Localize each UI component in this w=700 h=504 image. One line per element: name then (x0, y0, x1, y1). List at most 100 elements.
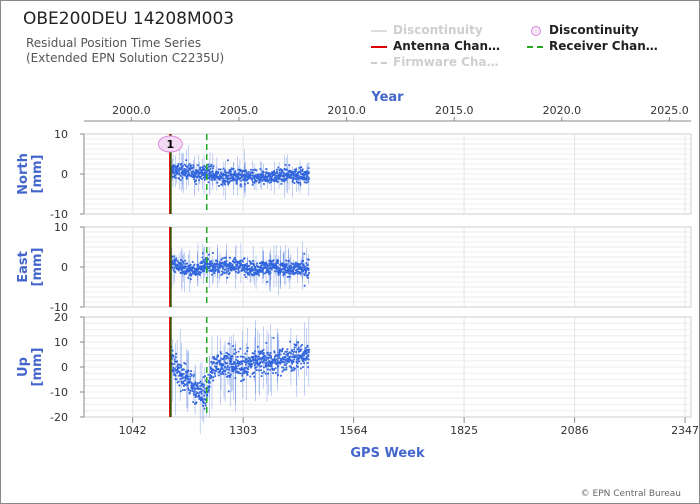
data-point (196, 169, 199, 172)
data-point (195, 395, 198, 398)
data-point (184, 174, 187, 177)
panel-north-ylabel: North (16, 153, 31, 195)
y-tick-label: -10 (50, 386, 68, 399)
data-point (172, 354, 175, 357)
data-point (179, 390, 182, 393)
data-point (288, 351, 291, 354)
data-point (289, 266, 292, 268)
data-point (229, 256, 232, 259)
data-point (245, 265, 248, 268)
data-point (233, 363, 236, 365)
data-point (215, 365, 218, 368)
data-point (237, 365, 239, 368)
data-point (204, 174, 207, 177)
data-point (197, 175, 199, 178)
data-point (292, 353, 295, 356)
data-point (286, 271, 289, 274)
data-point (272, 178, 275, 181)
legend-item-antenna-change[interactable]: Antenna Chan… (371, 39, 500, 53)
data-point (247, 356, 250, 359)
data-point (266, 269, 269, 271)
data-point (299, 350, 302, 353)
data-point (182, 267, 185, 270)
legend-item-discontinuity-line[interactable]: Discontinuity (371, 23, 483, 37)
station-title: OBE200DEU 14208M003 (23, 9, 235, 29)
legend-item-firmware-change[interactable]: Firmware Cha… (371, 55, 499, 69)
data-point (237, 359, 239, 362)
data-point (274, 361, 277, 363)
data-point (233, 369, 236, 371)
data-point (285, 262, 288, 265)
data-point (258, 363, 261, 366)
data-point (246, 172, 249, 175)
data-point (281, 370, 284, 373)
data-point (208, 379, 210, 382)
data-point (239, 347, 242, 350)
data-point (235, 366, 238, 369)
data-point (224, 365, 227, 368)
data-point (205, 172, 208, 175)
data-point (248, 273, 250, 276)
legend-item-receiver-change[interactable]: Receiver Chan… (527, 39, 658, 53)
legend: Discontinuity Discontinuity Antenna Chan… (369, 23, 699, 71)
data-point (273, 350, 276, 353)
data-point (198, 387, 201, 390)
firmware-line-swatch (371, 61, 387, 64)
data-point (296, 270, 298, 273)
data-point (179, 168, 182, 171)
data-point (197, 272, 200, 275)
gps-week-tick-label: 2086 (561, 424, 589, 437)
data-point (219, 171, 222, 174)
data-point (271, 179, 273, 182)
data-point (202, 385, 205, 388)
data-point (176, 265, 179, 268)
data-point (173, 358, 176, 361)
data-point (279, 168, 282, 171)
data-point (202, 169, 205, 172)
data-point (184, 164, 187, 167)
legend-item-discontinuity-marker[interactable]: Discontinuity (527, 23, 639, 37)
gps-week-tick-label: 1042 (119, 424, 147, 437)
data-point (246, 182, 249, 185)
data-point (177, 260, 179, 263)
data-point (240, 185, 243, 188)
data-point (203, 263, 206, 266)
data-point (225, 174, 228, 177)
data-point (278, 361, 280, 364)
data-point (210, 173, 213, 176)
data-point (267, 356, 270, 359)
data-point (237, 372, 240, 375)
data-point (181, 389, 184, 391)
data-point (253, 264, 255, 266)
data-point (306, 345, 309, 348)
data-point (210, 376, 213, 379)
data-point (203, 171, 206, 174)
data-point (273, 356, 276, 358)
data-point (211, 170, 214, 173)
data-point (220, 258, 223, 261)
data-point (183, 273, 186, 276)
data-point (302, 352, 305, 355)
data-point (303, 350, 306, 353)
data-point (288, 365, 291, 368)
data-point (262, 360, 265, 363)
data-point (213, 371, 216, 374)
data-point (221, 364, 224, 367)
data-point (224, 180, 227, 182)
data-point (303, 252, 306, 255)
data-point (204, 391, 207, 394)
data-point (231, 263, 234, 266)
data-point (178, 172, 181, 175)
data-point (201, 252, 204, 255)
data-point (236, 177, 239, 179)
data-point (288, 269, 291, 272)
data-point (274, 359, 277, 362)
data-point (303, 362, 306, 364)
data-point (196, 266, 199, 268)
data-point (242, 360, 245, 363)
data-point (296, 354, 299, 357)
data-point (208, 253, 210, 256)
data-point (239, 259, 242, 262)
data-point (220, 372, 223, 375)
data-point (292, 369, 295, 372)
